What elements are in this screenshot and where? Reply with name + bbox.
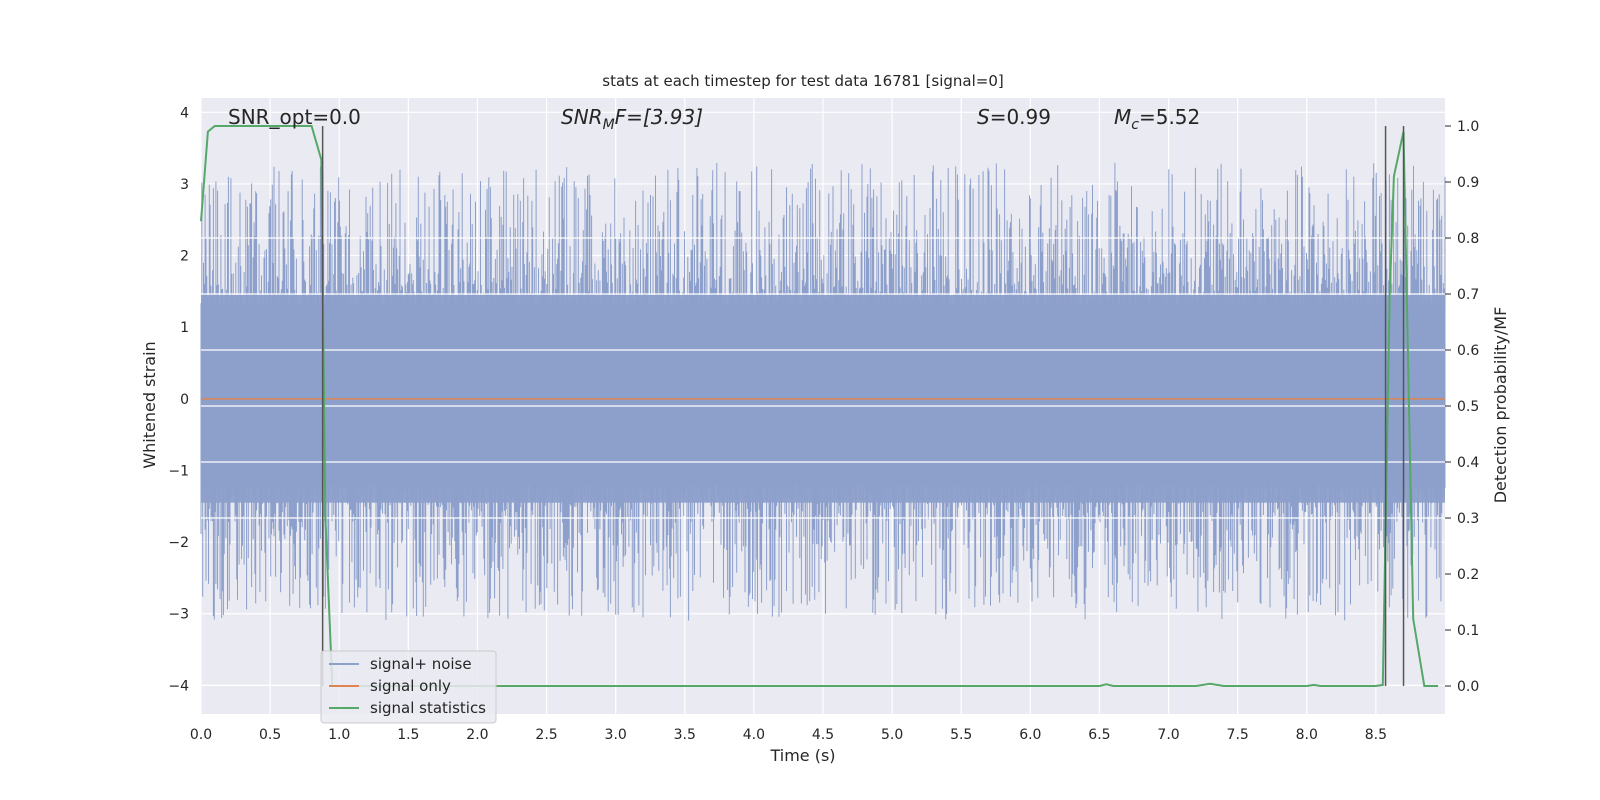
x-tick-label: 5.5 — [950, 727, 972, 743]
x-tick-label: 0.0 — [190, 727, 212, 743]
y-axis-label: Whitened strain — [140, 341, 159, 468]
y2-tick-label: 0.5 — [1457, 399, 1479, 415]
x-tick-label: 7.0 — [1157, 727, 1179, 743]
annotations: SNR_opt=0.0 SNRMF=[3.93] S=0.99 Mc=5.52 — [228, 105, 1200, 133]
y2-tick-label: 0.6 — [1457, 343, 1479, 359]
snr-mf-annotation: SNRMF=[3.93] — [561, 105, 703, 133]
y2-tick-label: 0.9 — [1457, 175, 1479, 191]
x-tick-label: 2.0 — [466, 727, 488, 743]
y-tick-label: −2 — [168, 535, 189, 551]
snr-mf-main: SNR — [561, 105, 603, 129]
mc-rest: =5.52 — [1139, 105, 1200, 129]
signal-statistics-series — [200, 125, 1439, 687]
snr-mf-rest: F=[3.93] — [615, 105, 703, 129]
x-tick-label: 1.5 — [397, 727, 419, 743]
mc-annotation: Mc=5.52 — [1114, 105, 1200, 133]
x-tick-label: 3.0 — [605, 727, 627, 743]
y2-tick-label: 0.0 — [1457, 679, 1479, 695]
y2-tick-label: 0.3 — [1457, 511, 1479, 527]
noise-trace — [200, 162, 1446, 621]
y-tick-label: 2 — [180, 249, 189, 265]
y2-axis-ticks: 0.0 0.1 0.2 0.3 0.4 0.5 0.6 0.7 0.8 0.9 1.0 — [1445, 119, 1479, 695]
s-main: S — [977, 105, 990, 129]
x-tick-label: 8.0 — [1296, 727, 1318, 743]
chart-title: stats at each timestep for test data 167… — [602, 72, 1003, 90]
x-tick-label: 3.5 — [674, 727, 696, 743]
x-tick-label: 7.5 — [1227, 727, 1249, 743]
x-axis-label: Time (s) — [769, 746, 835, 765]
x-tick-label: 2.5 — [535, 727, 557, 743]
x-tick-label: 5.0 — [881, 727, 903, 743]
x-tick-label: 4.0 — [743, 727, 765, 743]
x-tick-label: 4.5 — [812, 727, 834, 743]
mc-sub: c — [1131, 117, 1139, 133]
y-tick-label: 1 — [180, 320, 189, 336]
legend-box — [320, 650, 497, 724]
y-tick-label: −3 — [168, 607, 189, 623]
s-rest: =0.99 — [990, 105, 1051, 129]
signal-statistics-line — [200, 125, 1439, 687]
x-tick-label: 0.5 — [259, 727, 281, 743]
y-axis-ticks: −4 −3 −2 −1 0 1 2 3 4 — [168, 105, 189, 694]
x-tick-label: 6.5 — [1088, 727, 1110, 743]
y2-tick-label: 0.8 — [1457, 231, 1479, 247]
vertical-markers — [321, 126, 1405, 686]
x-tick-label: 6.0 — [1019, 727, 1041, 743]
snr-opt-annotation: SNR_opt=0.0 — [228, 105, 361, 129]
snr-mf-sub: M — [603, 117, 615, 133]
x-tick-label: 8.5 — [1365, 727, 1387, 743]
y2-axis-label: Detection probability/MF — [1491, 307, 1510, 504]
horizontal-overlay — [201, 237, 1445, 519]
y-tick-label: 0 — [180, 392, 189, 408]
y2-tick-label: 0.7 — [1457, 287, 1479, 303]
y2-tick-label: 0.4 — [1457, 455, 1479, 471]
mc-main: M — [1114, 105, 1131, 129]
x-axis-ticks: 0.0 0.5 1.0 1.5 2.0 2.5 3.0 3.5 4.0 4.5 5.0 5.5 6.0 6… — [190, 727, 1387, 743]
y-tick-label: −1 — [168, 463, 189, 479]
y-tick-label: 3 — [180, 177, 189, 193]
y2-tick-label: 0.1 — [1457, 623, 1479, 639]
x-tick-label: 1.0 — [328, 727, 350, 743]
legend-label-signal-statistics: signal statistics — [370, 699, 486, 717]
y2-tick-label: 0.2 — [1457, 567, 1479, 583]
legend: signal+ noise signal only signal statist… — [320, 650, 497, 724]
y-tick-label: 4 — [180, 105, 189, 121]
legend-label-signal-only: signal only — [370, 677, 451, 695]
y-tick-label: −4 — [168, 678, 189, 694]
s-annotation: S=0.99 — [977, 105, 1051, 129]
legend-label-signal-noise: signal+ noise — [370, 655, 472, 673]
y2-tick-label: 1.0 — [1457, 119, 1479, 135]
